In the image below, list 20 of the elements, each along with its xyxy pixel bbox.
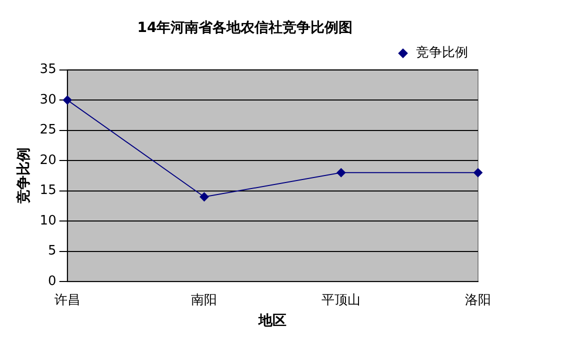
- x-tick-label: 平顶山: [322, 292, 361, 308]
- y-tick-label: 30: [40, 92, 56, 108]
- y-tick-label: 20: [40, 152, 56, 168]
- point: [474, 168, 482, 178]
- x-tick-label: 南阳: [191, 292, 218, 308]
- y-tick-label: 10: [40, 213, 56, 228]
- y-tick-label: 0: [48, 274, 56, 289]
- y-axis-title: 竞争比例: [15, 148, 32, 205]
- y-tick-label: 15: [40, 183, 56, 198]
- point: [200, 192, 209, 202]
- x-tick-label: 洛阳: [465, 292, 491, 308]
- x-axis-title: 地区: [258, 313, 287, 330]
- point: [62, 96, 72, 105]
- legend-label: 竞争比例: [416, 46, 468, 61]
- chart-title: 14年河南省各地农信社竞争比例图: [137, 19, 353, 36]
- y-tick-label: 35: [40, 62, 56, 78]
- x-tick-label: 许昌: [54, 292, 80, 308]
- y-tick-label: 25: [40, 122, 56, 138]
- y-tick-label: 5: [48, 244, 56, 259]
- point: [336, 168, 346, 178]
